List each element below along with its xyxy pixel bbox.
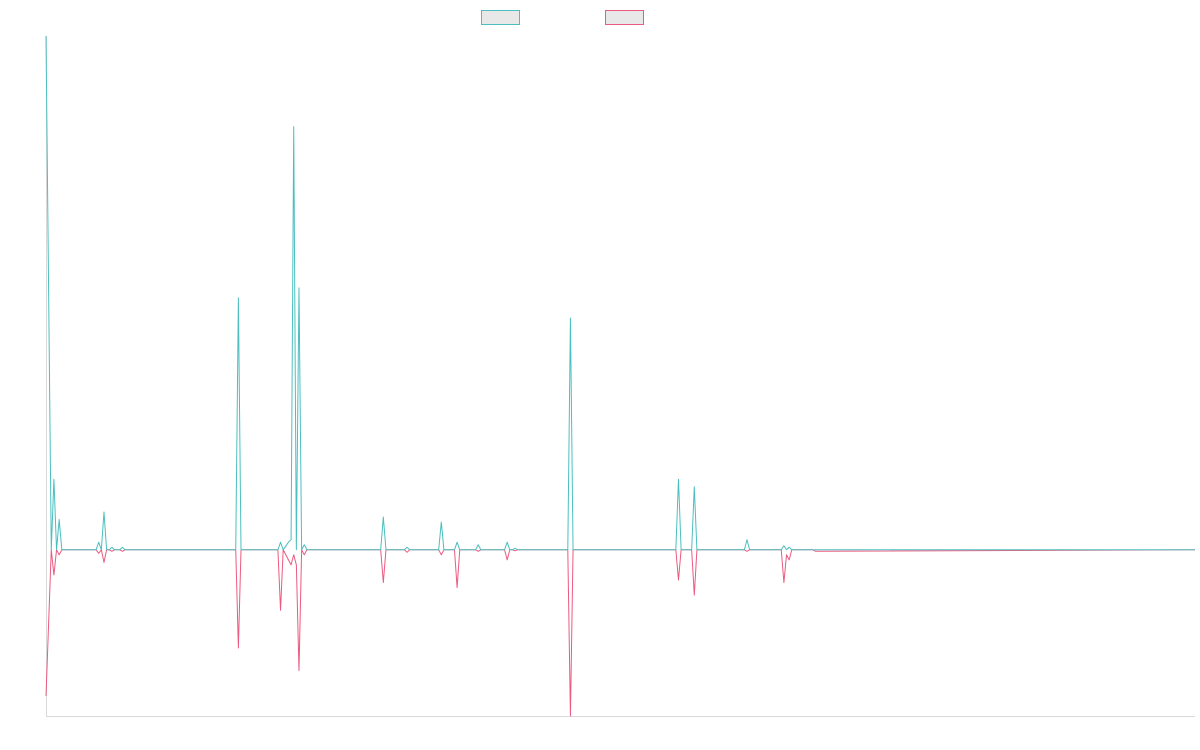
- legend-swatch-pink[interactable]: [605, 10, 644, 25]
- series-layer: [45, 35, 1196, 717]
- series-line-teal: [45, 35, 1195, 551]
- series-line-pink: [45, 549, 1196, 717]
- legend-swatch-teal[interactable]: [481, 10, 520, 25]
